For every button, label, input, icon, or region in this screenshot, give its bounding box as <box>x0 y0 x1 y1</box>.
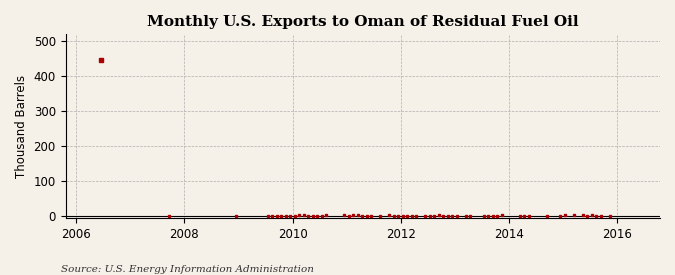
Title: Monthly U.S. Exports to Oman of Residual Fuel Oil: Monthly U.S. Exports to Oman of Residual… <box>147 15 578 29</box>
Text: Source: U.S. Energy Information Administration: Source: U.S. Energy Information Administ… <box>61 265 314 274</box>
Y-axis label: Thousand Barrels: Thousand Barrels <box>15 75 28 178</box>
